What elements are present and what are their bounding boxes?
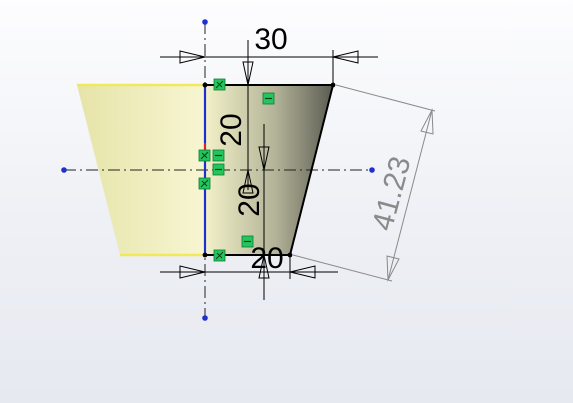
dim-arrow [386, 255, 400, 282]
vertex-point[interactable] [202, 252, 208, 258]
dim-arrow [179, 265, 206, 279]
constraint-coincident-icon[interactable] [198, 177, 211, 190]
constraint-coincident-icon[interactable] [213, 78, 226, 91]
constraint-horizontal-icon[interactable] [262, 92, 275, 105]
dim-arrow [289, 265, 316, 279]
dimension-lower-height[interactable]: 20 [233, 183, 266, 216]
constraint-coincident-icon[interactable] [198, 149, 211, 162]
constraint-coincident-icon[interactable] [213, 249, 226, 262]
constraint-horizontal-icon[interactable] [241, 235, 254, 248]
constraint-horizontal-icon[interactable] [212, 163, 225, 176]
dimension-slant-length[interactable]: 41.23 [366, 153, 417, 234]
endpoint-dot-icon[interactable] [369, 167, 375, 173]
dimension-upper-height[interactable]: 20 [215, 113, 248, 146]
dim-arrow [258, 254, 270, 279]
constraint-horizontal-icon[interactable] [212, 149, 225, 162]
endpoint-dot-icon[interactable] [202, 19, 208, 25]
dimension-bottom-width[interactable]: 20 [250, 242, 283, 275]
vertex-point[interactable] [202, 82, 208, 88]
dimension-top-width[interactable]: 30 [254, 23, 287, 56]
dim-extension-line [292, 254, 393, 282]
dim-extension-line [335, 84, 436, 112]
dim-arrow [420, 108, 434, 135]
dim-arrow [242, 61, 254, 86]
dim-arrow [179, 50, 206, 64]
profile-slant-line[interactable] [289, 84, 334, 256]
dim-41-line[interactable] [387, 109, 433, 281]
dim-arrow [332, 50, 359, 64]
endpoint-dot-icon[interactable] [202, 315, 208, 321]
dim-arrow [242, 169, 254, 194]
endpoint-dot-icon[interactable] [61, 167, 67, 173]
dim-arrow [258, 146, 270, 171]
